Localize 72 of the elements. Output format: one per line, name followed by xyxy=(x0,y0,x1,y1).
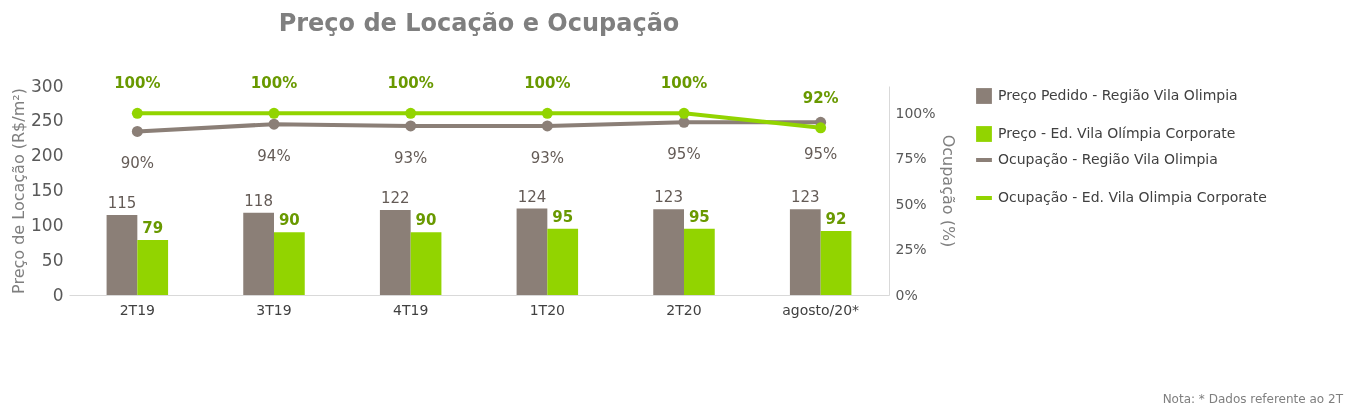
bar xyxy=(820,230,852,295)
x-tick-label: 2T19 xyxy=(119,301,155,318)
bar xyxy=(516,208,548,295)
data-label: 95 xyxy=(688,207,710,226)
data-label: 118 xyxy=(244,191,273,210)
x-tick-label: 1T20 xyxy=(529,301,565,318)
point xyxy=(678,107,690,119)
bar xyxy=(243,212,274,295)
legend-label: Preço - Ed. Vila Olímpia Corporate xyxy=(998,125,1236,141)
y-axis-title: Preço de Locação (R$/m²) xyxy=(9,88,29,294)
y-tick-label: 150 xyxy=(31,180,64,200)
legend-label: Ocupação - Região Vila Olimpia xyxy=(998,151,1218,167)
data-label: 94% xyxy=(257,147,291,166)
point xyxy=(131,125,143,137)
point xyxy=(541,107,553,119)
point xyxy=(541,120,553,132)
legend-label: Ocupação - Ed. Vila Olimpia Corporate xyxy=(998,189,1267,205)
point xyxy=(405,120,417,132)
data-label: 90 xyxy=(415,211,437,230)
data-label: 79 xyxy=(142,218,164,237)
y-tick-label: 250 xyxy=(31,110,64,131)
y2-tick-label: 0% xyxy=(895,286,918,303)
bar xyxy=(379,210,411,295)
data-label: 100% xyxy=(387,74,434,93)
y-tick-label: 100 xyxy=(31,214,64,235)
data-label: 92% xyxy=(802,88,839,107)
legend-label: Preço Pedido - Região Vila Olimpia xyxy=(998,87,1238,103)
point xyxy=(268,107,280,119)
data-label: 95% xyxy=(803,145,838,164)
x-tick-label: 3T19 xyxy=(256,301,292,318)
bar xyxy=(789,209,821,295)
x-tick-label: 2T20 xyxy=(666,301,702,318)
data-label: 93% xyxy=(530,148,565,167)
y2-tick-label: 25% xyxy=(895,241,927,258)
y-tick-label: 50 xyxy=(41,249,64,270)
data-label: 90 xyxy=(278,211,300,230)
data-label: 100% xyxy=(250,74,298,93)
chart-title: Preço de Locação e Ocupação xyxy=(278,9,680,38)
point xyxy=(268,118,280,130)
data-label: 100% xyxy=(114,74,161,93)
x-tick-label: 4T19 xyxy=(393,301,429,318)
y2-tick-label: 50% xyxy=(895,195,927,212)
point xyxy=(815,122,827,134)
y2-tick-label: 75% xyxy=(895,150,927,167)
bar xyxy=(274,232,305,295)
data-label: 93% xyxy=(393,148,428,167)
x-tick-label: agosto/20* xyxy=(782,301,860,318)
point xyxy=(405,107,417,119)
bar xyxy=(653,209,684,295)
y-tick-label: 300 xyxy=(31,75,64,96)
data-label: 95% xyxy=(667,145,701,164)
data-label: 92 xyxy=(825,209,847,228)
bar xyxy=(106,214,138,295)
y2-axis-title: Ocupação (%) xyxy=(938,134,958,248)
y2-tick-label: 100% xyxy=(895,104,936,121)
data-label: 100% xyxy=(660,74,708,93)
data-label: 115 xyxy=(107,193,137,212)
data-label: 124 xyxy=(517,187,547,206)
bar xyxy=(410,232,442,295)
data-label: 123 xyxy=(654,188,683,207)
y-tick-label: 0 xyxy=(52,284,64,305)
text: Nota: * Dados referente ao 2T xyxy=(1162,392,1343,406)
y-tick-label: 200 xyxy=(31,145,64,166)
data-label: 122 xyxy=(380,189,410,208)
data-label: 100% xyxy=(524,74,571,93)
bar xyxy=(547,228,579,295)
bar xyxy=(684,228,715,295)
point xyxy=(131,107,143,119)
data-label: 95 xyxy=(552,207,574,226)
data-label: 90% xyxy=(120,154,155,173)
bar xyxy=(137,239,169,295)
data-label: 123 xyxy=(790,188,820,207)
